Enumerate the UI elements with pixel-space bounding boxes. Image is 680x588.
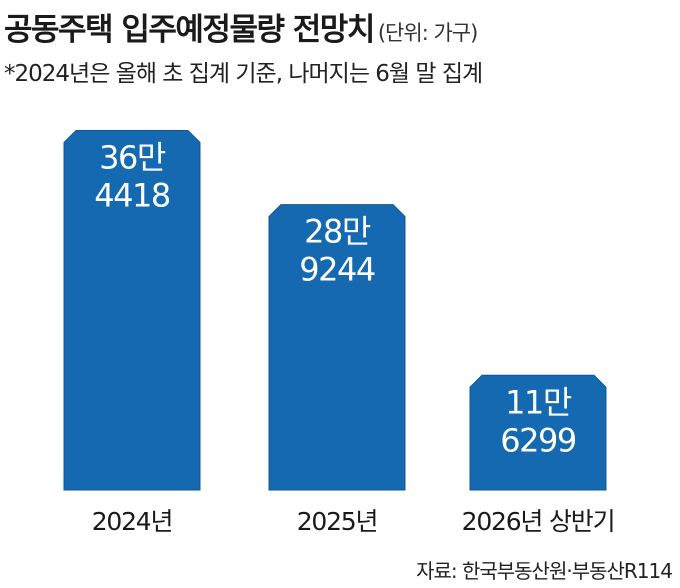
data-label-1-1: 36만 [99,138,166,176]
category-label-2: 2025년 [297,507,378,536]
category-label-1: 2024년 [92,507,173,536]
chart-title: 공동주택 입주예정물량 전망치 (단위: 가구) [4,4,478,49]
category-label-3: 2026년 상반기 [462,507,615,536]
data-label-2-2: 9244 [299,251,375,289]
data-label-1-2: 4418 [94,176,170,214]
bar-3 [469,374,607,491]
chart-note: *2024년은 올해 초 집계 기준, 나머지는 6월 말 집계 [4,61,483,87]
chart-title-text: 공동주택 입주예정물량 전망치 [4,12,375,48]
data-label-3-1: 11만 [505,383,572,421]
data-label-2-1: 28만 [304,213,371,251]
bar-1 [63,129,201,491]
unit-label: (단위: 가구) [377,21,478,45]
source-note: 자료: 한국부동산원·부동산R114 [416,559,673,583]
bar-2 [268,204,406,491]
data-label-3-2: 6299 [500,421,576,459]
